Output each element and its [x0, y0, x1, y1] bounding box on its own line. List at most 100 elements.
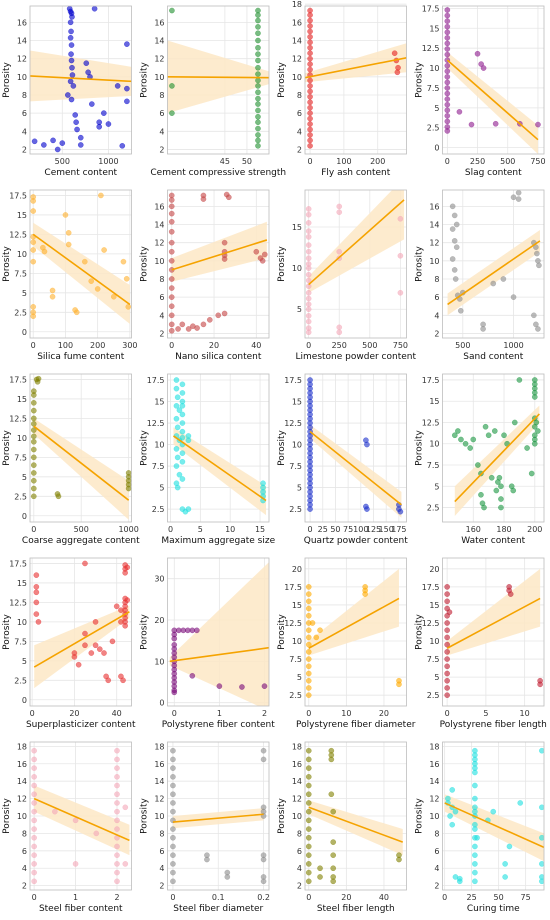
data-point [173, 446, 180, 452]
data-point [458, 436, 464, 443]
data-point [259, 258, 266, 264]
data-point [105, 677, 112, 684]
scatter-panel: 0 10 20 2.5 5 7.5 10 12.5 15 17.5 20 Polystyrene fi… [277, 557, 416, 730]
y-tick-label: 7.5 [14, 453, 27, 462]
x-axis-label: Polystyrene fiber diameter [296, 720, 416, 730]
data-point [305, 627, 312, 633]
data-point [537, 681, 543, 688]
data-point [168, 276, 175, 282]
data-point [114, 826, 120, 832]
data-point [305, 756, 312, 763]
y-tick-label: 0 [434, 144, 439, 153]
data-point [52, 808, 58, 815]
data-point [30, 462, 37, 468]
x-tick-label: 20 [209, 341, 219, 350]
data-point [255, 107, 261, 114]
data-point [444, 107, 451, 114]
y-tick-label: 4 [297, 127, 302, 136]
data-point [307, 28, 313, 35]
y-tick-label: 12.5 [284, 419, 302, 428]
data-point [173, 463, 180, 469]
data-point [216, 683, 223, 689]
data-point [168, 239, 175, 246]
plot-frame [29, 557, 132, 707]
data-point [31, 861, 37, 867]
y-tick-label: 2.5 [14, 492, 27, 501]
y-tick-label: 14 [154, 777, 164, 786]
y-tick-label: 8 [159, 829, 164, 838]
data-point [206, 317, 213, 323]
y-tick-label: 4 [22, 864, 27, 873]
x-tick-label: 0 [30, 709, 35, 718]
data-point [89, 101, 95, 107]
x-tick-label: 160 [466, 525, 481, 534]
data-point [531, 312, 537, 319]
data-point [336, 329, 343, 336]
confidence-band [308, 568, 399, 656]
data-point [224, 874, 231, 880]
scatter-panel: 500 1000 2 4 6 8 10 12 14 16 Cement content Porosit… [2, 5, 132, 178]
scatter-panel: 0 20 40 2 4 6 8 10 12 14 16 18 Steel fiber length Por… [277, 741, 407, 914]
data-point [336, 248, 343, 255]
data-point [305, 591, 312, 597]
data-point [194, 325, 200, 331]
x-tick-label: 50 [330, 525, 340, 534]
x-tick-label: 1000 [98, 157, 118, 166]
data-point [305, 265, 312, 271]
data-point [397, 289, 404, 296]
y-tick-label: 14 [154, 221, 164, 230]
data-point [533, 419, 540, 426]
data-point [30, 400, 37, 406]
data-point [397, 215, 404, 222]
scatter-panel: 0 250 500 750 5 10 15 Limestone powder content P… [277, 189, 416, 362]
data-point [444, 23, 451, 30]
data-point [391, 50, 398, 57]
data-point [307, 506, 313, 512]
data-point [515, 196, 522, 202]
data-point [533, 321, 539, 328]
data-point [31, 834, 37, 841]
plot-contents [31, 747, 130, 885]
data-point [185, 433, 192, 439]
data-point [307, 66, 313, 73]
confidence-band [173, 427, 267, 516]
data-point [539, 861, 544, 867]
y-tick-label: 6 [159, 293, 164, 302]
data-point [255, 143, 261, 149]
y-tick-label: 14 [292, 777, 302, 786]
data-point [305, 228, 312, 234]
y-tick-label: 7.5 [14, 637, 27, 646]
data-point [317, 874, 323, 880]
data-point [305, 206, 312, 212]
y-tick-label: 5 [434, 104, 439, 113]
data-point [168, 210, 175, 217]
data-point [255, 64, 261, 71]
y-tick-label: 16 [154, 760, 164, 769]
y-tick-label: 16 [292, 760, 302, 769]
y-tick-label: 7.5 [427, 461, 440, 470]
y-tick-label: 16 [17, 760, 27, 769]
data-point [33, 599, 40, 606]
data-point [444, 649, 450, 655]
y-tick-label: 2 [434, 329, 439, 338]
data-point [122, 570, 128, 576]
x-tick-label: 1000 [118, 525, 138, 534]
y-tick-label: 14 [154, 37, 164, 46]
y-axis-label: Porosity [140, 429, 150, 465]
x-tick-label: 0 [32, 893, 37, 902]
data-point [170, 808, 176, 815]
data-point [394, 69, 401, 76]
x-tick-label: 0 [31, 341, 36, 350]
data-point [305, 271, 312, 278]
data-point [531, 394, 538, 400]
data-point [59, 140, 66, 146]
y-tick-label: 2 [22, 882, 27, 891]
data-point [91, 6, 98, 12]
data-point [474, 834, 480, 841]
data-point [498, 504, 504, 511]
data-point [31, 878, 37, 885]
y-tick-label: 6 [434, 293, 439, 302]
y-tick-label: 6 [297, 847, 302, 856]
data-point [475, 462, 481, 468]
